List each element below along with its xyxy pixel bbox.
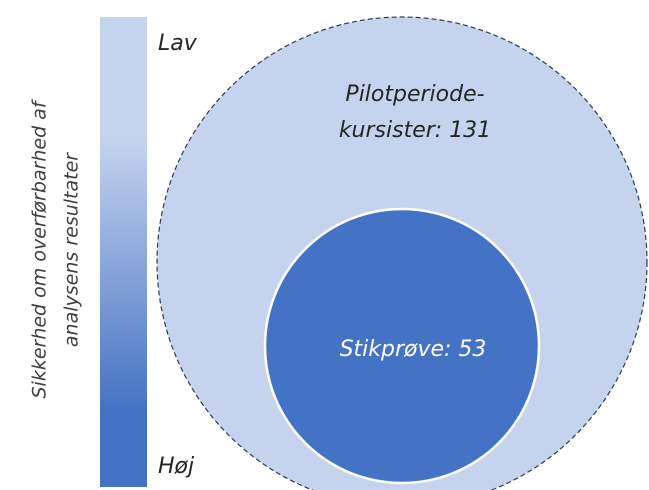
population-label-line: kursister: 131 xyxy=(339,118,491,143)
certainty-bar xyxy=(100,17,147,487)
scale-high: Høj xyxy=(158,454,195,479)
population-label-line: Pilotperiode- xyxy=(345,82,484,107)
scale-low: Lav xyxy=(158,31,198,56)
sample-label: Stikprøve: 53 xyxy=(340,337,487,362)
scale-label-line: Sikkerhed om overførbarhed af xyxy=(29,98,51,398)
sample-circle xyxy=(263,207,541,485)
scale-label-line: analysens resultater xyxy=(61,152,83,347)
